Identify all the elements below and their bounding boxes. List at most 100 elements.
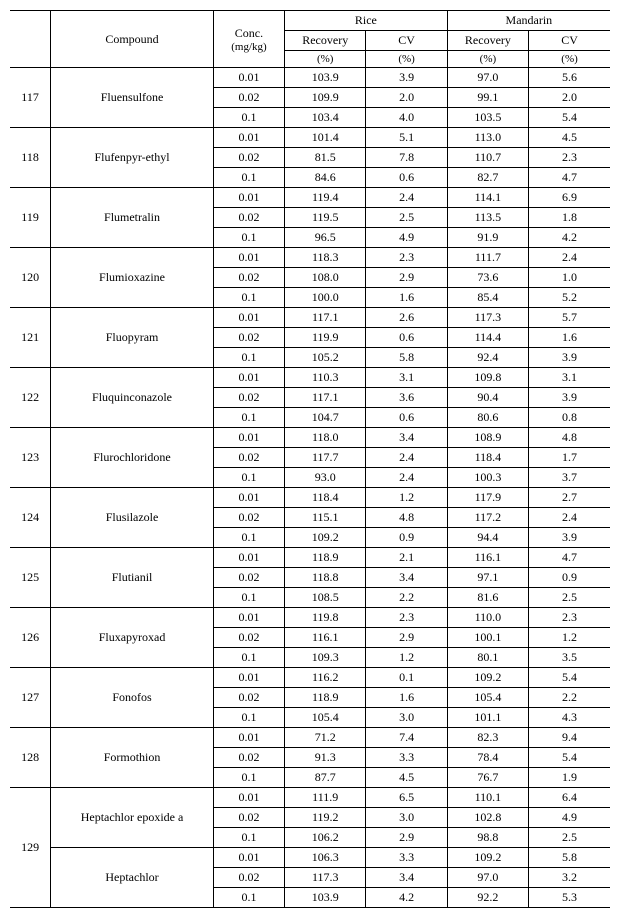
col-mandarin-cv-unit: (%) (529, 51, 610, 68)
cell-compound: Flurochloridone (51, 428, 214, 488)
cell-rice-cv: 3.1 (366, 368, 447, 388)
cell-mandarin-recovery: 73.6 (447, 268, 528, 288)
cell-rice-recovery: 117.3 (285, 868, 366, 888)
col-group-mandarin: Mandarin (447, 11, 610, 31)
cell-mandarin-cv: 4.5 (529, 128, 610, 148)
cell-rice-cv: 2.9 (366, 628, 447, 648)
cell-rice-cv: 1.6 (366, 288, 447, 308)
cell-mandarin-cv: 3.2 (529, 868, 610, 888)
cell-idx: 129 (10, 788, 51, 908)
cell-mandarin-recovery: 103.5 (447, 108, 528, 128)
recovery-table: Compound Conc. (mg/kg) Rice Mandarin Rec… (10, 10, 610, 908)
cell-mandarin-cv: 2.5 (529, 588, 610, 608)
col-idx (10, 11, 51, 68)
cell-conc: 0.01 (213, 128, 284, 148)
cell-mandarin-recovery: 110.0 (447, 608, 528, 628)
cell-mandarin-cv: 4.8 (529, 428, 610, 448)
cell-conc: 0.02 (213, 628, 284, 648)
cell-mandarin-cv: 4.3 (529, 708, 610, 728)
cell-rice-recovery: 117.1 (285, 388, 366, 408)
cell-mandarin-recovery: 82.3 (447, 728, 528, 748)
cell-conc: 0.1 (213, 708, 284, 728)
cell-mandarin-cv: 2.0 (529, 88, 610, 108)
cell-mandarin-cv: 3.9 (529, 388, 610, 408)
col-mandarin-cv: CV (529, 31, 610, 51)
table-row: 118Flufenpyr-ethyl0.01101.45.1113.04.5 (10, 128, 610, 148)
cell-idx: 125 (10, 548, 51, 608)
cell-mandarin-recovery: 82.7 (447, 168, 528, 188)
cell-conc: 0.01 (213, 248, 284, 268)
cell-mandarin-cv: 1.9 (529, 768, 610, 788)
cell-mandarin-recovery: 113.0 (447, 128, 528, 148)
cell-mandarin-cv: 5.4 (529, 668, 610, 688)
cell-conc: 0.1 (213, 888, 284, 908)
cell-rice-recovery: 106.3 (285, 848, 366, 868)
cell-mandarin-recovery: 85.4 (447, 288, 528, 308)
cell-mandarin-cv: 4.2 (529, 228, 610, 248)
cell-rice-recovery: 117.7 (285, 448, 366, 468)
cell-mandarin-cv: 0.9 (529, 568, 610, 588)
cell-conc: 0.1 (213, 468, 284, 488)
cell-mandarin-recovery: 101.1 (447, 708, 528, 728)
cell-conc: 0.1 (213, 408, 284, 428)
cell-rice-cv: 2.0 (366, 88, 447, 108)
cell-rice-recovery: 118.0 (285, 428, 366, 448)
cell-mandarin-cv: 1.6 (529, 328, 610, 348)
cell-conc: 0.01 (213, 788, 284, 808)
cell-mandarin-recovery: 92.4 (447, 348, 528, 368)
table-row: 122Fluquinconazole0.01110.33.1109.83.1 (10, 368, 610, 388)
cell-conc: 0.1 (213, 168, 284, 188)
cell-mandarin-recovery: 109.2 (447, 668, 528, 688)
cell-mandarin-recovery: 81.6 (447, 588, 528, 608)
cell-rice-cv: 0.1 (366, 668, 447, 688)
cell-mandarin-recovery: 117.2 (447, 508, 528, 528)
cell-rice-recovery: 96.5 (285, 228, 366, 248)
cell-conc: 0.1 (213, 348, 284, 368)
table-row: 123Flurochloridone0.01118.03.4108.94.8 (10, 428, 610, 448)
cell-mandarin-cv: 2.5 (529, 828, 610, 848)
cell-idx: 118 (10, 128, 51, 188)
cell-idx: 127 (10, 668, 51, 728)
cell-rice-recovery: 106.2 (285, 828, 366, 848)
cell-mandarin-cv: 2.2 (529, 688, 610, 708)
cell-mandarin-recovery: 92.2 (447, 888, 528, 908)
cell-conc: 0.02 (213, 268, 284, 288)
table-row: 124Flusilazole0.01118.41.2117.92.7 (10, 488, 610, 508)
cell-rice-recovery: 118.4 (285, 488, 366, 508)
cell-mandarin-recovery: 117.3 (447, 308, 528, 328)
cell-compound: Flutianil (51, 548, 214, 608)
cell-mandarin-cv: 4.7 (529, 168, 610, 188)
cell-rice-recovery: 116.2 (285, 668, 366, 688)
cell-mandarin-cv: 5.3 (529, 888, 610, 908)
cell-conc: 0.01 (213, 308, 284, 328)
cell-mandarin-cv: 6.9 (529, 188, 610, 208)
cell-mandarin-recovery: 97.0 (447, 868, 528, 888)
cell-mandarin-cv: 2.3 (529, 608, 610, 628)
cell-conc: 0.02 (213, 688, 284, 708)
cell-rice-recovery: 118.3 (285, 248, 366, 268)
cell-mandarin-recovery: 108.9 (447, 428, 528, 448)
cell-compound: Heptachlor epoxide a (51, 788, 214, 848)
cell-conc: 0.1 (213, 228, 284, 248)
cell-mandarin-recovery: 109.2 (447, 848, 528, 868)
cell-mandarin-cv: 5.7 (529, 308, 610, 328)
cell-conc: 0.01 (213, 548, 284, 568)
cell-conc: 0.01 (213, 608, 284, 628)
cell-rice-cv: 1.2 (366, 648, 447, 668)
cell-mandarin-cv: 1.0 (529, 268, 610, 288)
cell-rice-cv: 0.9 (366, 528, 447, 548)
cell-rice-recovery: 93.0 (285, 468, 366, 488)
cell-mandarin-cv: 2.3 (529, 148, 610, 168)
cell-rice-recovery: 119.5 (285, 208, 366, 228)
cell-rice-cv: 2.9 (366, 268, 447, 288)
cell-rice-recovery: 119.9 (285, 328, 366, 348)
cell-rice-cv: 0.6 (366, 168, 447, 188)
cell-rice-recovery: 111.9 (285, 788, 366, 808)
cell-mandarin-cv: 3.9 (529, 348, 610, 368)
cell-rice-recovery: 103.9 (285, 68, 366, 88)
cell-compound: Fluensulfone (51, 68, 214, 128)
cell-mandarin-recovery: 97.1 (447, 568, 528, 588)
cell-mandarin-cv: 9.4 (529, 728, 610, 748)
cell-rice-recovery: 118.9 (285, 688, 366, 708)
cell-mandarin-recovery: 91.9 (447, 228, 528, 248)
